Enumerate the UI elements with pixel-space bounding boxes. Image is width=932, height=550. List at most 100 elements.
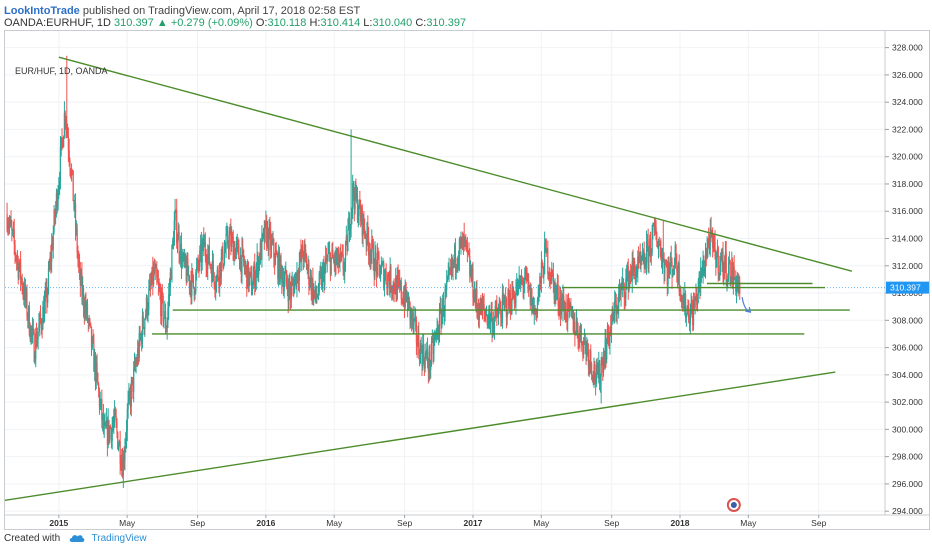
- candle-body: [628, 276, 630, 291]
- candle-body: [485, 315, 488, 317]
- candle-body: [188, 275, 190, 277]
- candle-body: [321, 272, 323, 288]
- price-tick-label: 298.000: [892, 452, 923, 462]
- candle-body: [622, 278, 624, 286]
- candle-body: [435, 329, 437, 334]
- time-tick-label: Sep: [604, 518, 619, 528]
- price-tick-label: 312.000: [892, 261, 923, 271]
- candle-body: [360, 206, 363, 222]
- candle-body: [137, 349, 139, 364]
- candle-body: [557, 284, 559, 306]
- candle-body: [88, 319, 90, 321]
- candle-body: [672, 269, 674, 277]
- candle-body: [699, 275, 701, 288]
- candle-body: [168, 294, 170, 309]
- candle-body: [13, 230, 15, 245]
- candle-body: [125, 437, 127, 449]
- candle-body: [334, 252, 336, 266]
- candle-body: [126, 409, 128, 431]
- candle-body: [368, 252, 371, 256]
- candle-body: [250, 273, 253, 295]
- candle-body: [400, 281, 402, 300]
- candle-body: [11, 225, 13, 231]
- candle-body: [618, 293, 620, 309]
- candle-body: [657, 246, 659, 248]
- last-price-badge-label: 310.397: [890, 283, 921, 293]
- candle-body: [179, 254, 181, 260]
- candle-body: [344, 243, 347, 262]
- candle-body: [187, 258, 189, 276]
- candle-body: [544, 243, 546, 275]
- candle-body: [535, 309, 537, 315]
- candle-body: [323, 266, 325, 286]
- candle-body: [626, 265, 629, 276]
- candle-body: [690, 304, 692, 311]
- candle-body: [571, 310, 574, 317]
- candle-body: [700, 267, 703, 278]
- candle-body: [151, 267, 153, 284]
- candle-body: [72, 170, 74, 202]
- candle-body: [180, 243, 183, 267]
- price-tick-label: 320.000: [892, 152, 923, 162]
- candle-body: [505, 298, 507, 300]
- candle-body: [682, 298, 684, 303]
- candle-body: [219, 263, 222, 278]
- candle-body: [293, 279, 296, 294]
- candle-body: [463, 234, 465, 240]
- candle-body: [134, 362, 136, 368]
- tradingview-brand[interactable]: TradingView: [91, 533, 147, 544]
- author-link[interactable]: LookIntoTrade: [4, 5, 80, 17]
- candle-body: [523, 284, 525, 288]
- trend-up-icon: ▲: [156, 17, 168, 29]
- candle-body: [15, 253, 17, 259]
- candle-body: [71, 170, 73, 171]
- candle-body: [530, 289, 532, 305]
- candle-body: [130, 382, 132, 407]
- chart-area[interactable]: 294.000 296.000 298.000 300.000 302.000 304.0…: [4, 30, 930, 530]
- candle-body: [599, 376, 601, 385]
- candle-body: [357, 215, 359, 221]
- candle-body: [51, 243, 54, 250]
- candle-body: [578, 341, 580, 343]
- candle-body: [86, 303, 88, 313]
- candle-body: [102, 414, 104, 421]
- candle-body: [274, 257, 276, 265]
- candle-body: [59, 181, 61, 186]
- candle-body: [395, 277, 397, 295]
- candle-body: [16, 258, 18, 260]
- candle-body: [473, 298, 475, 302]
- candle-body: [258, 257, 261, 264]
- candle-body: [36, 338, 38, 346]
- candle-body: [49, 256, 51, 268]
- candle-body: [287, 290, 289, 303]
- candle-body: [684, 294, 686, 312]
- candle-body: [351, 207, 353, 213]
- candle-body: [727, 275, 729, 280]
- candle-body: [285, 270, 287, 275]
- candle-body: [717, 247, 719, 274]
- candle-body: [563, 295, 565, 309]
- candle-body: [485, 313, 487, 317]
- candle-body: [280, 256, 282, 268]
- candle-body: [693, 301, 695, 308]
- candle-body: [166, 322, 168, 332]
- candle-body: [35, 333, 37, 359]
- candle-body: [332, 258, 335, 260]
- candle-body: [397, 276, 399, 278]
- candle-body: [108, 420, 110, 440]
- candle-body: [621, 285, 623, 289]
- candle-body: [444, 289, 446, 311]
- time-tick-label: 2018: [671, 518, 690, 528]
- candle-body: [568, 299, 570, 309]
- price-tick-label: 294.000: [892, 506, 923, 516]
- candle-body: [384, 271, 386, 278]
- candle-body: [242, 250, 245, 263]
- candle-body: [162, 295, 164, 322]
- candle-body: [547, 248, 549, 275]
- candle-body: [593, 364, 595, 379]
- candle-body: [310, 274, 312, 295]
- candle-body: [278, 251, 280, 279]
- price-chart[interactable]: 294.000 296.000 298.000 300.000 302.000 304.0…: [5, 31, 929, 529]
- candle-body: [382, 263, 384, 264]
- candle-body: [521, 279, 523, 282]
